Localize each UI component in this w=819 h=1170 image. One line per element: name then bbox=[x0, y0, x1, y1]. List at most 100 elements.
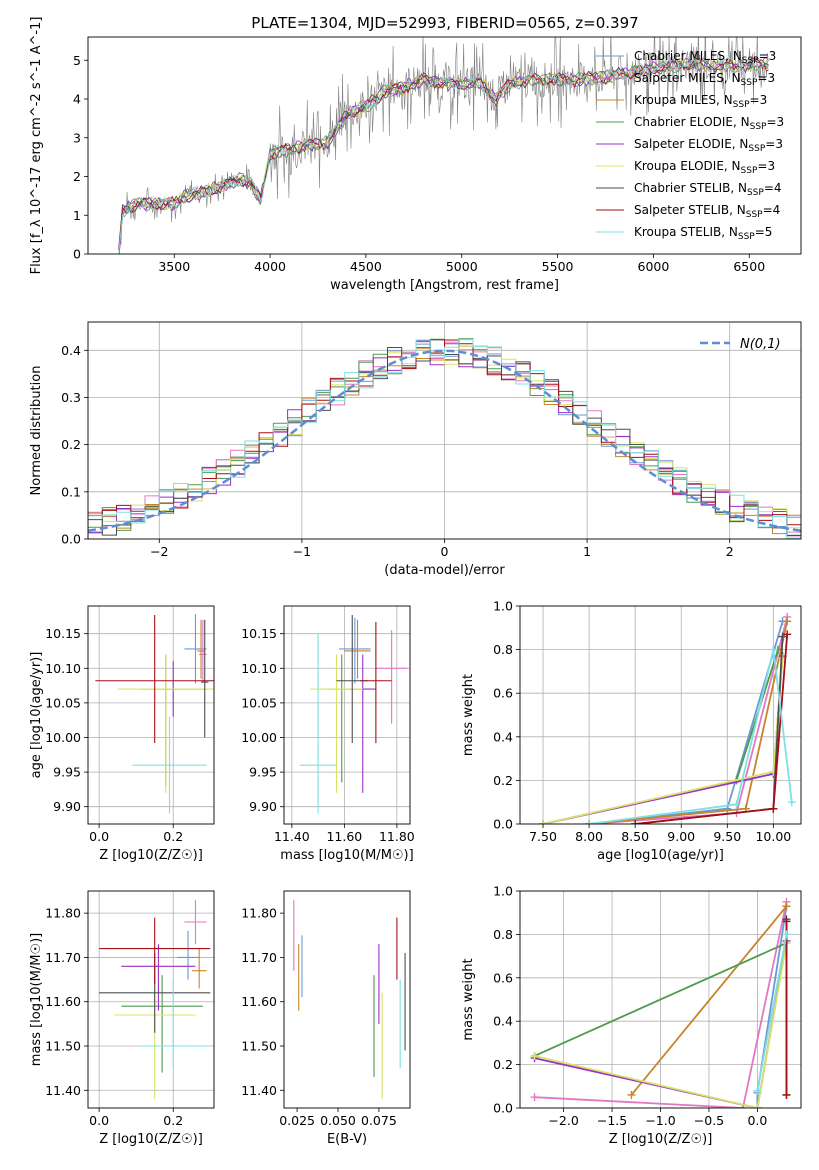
y-tick-label: 0 bbox=[73, 247, 81, 262]
y-tick-label: 2 bbox=[73, 169, 81, 184]
y-tick-label: 0.1 bbox=[61, 484, 81, 499]
y-tick-label: 4 bbox=[73, 92, 81, 107]
weight-marker bbox=[530, 1093, 539, 1102]
weight-marker bbox=[783, 630, 792, 639]
legend-label: Kroupa ELODIE, NSSP=3 bbox=[634, 159, 775, 176]
figure-title: PLATE=1304, MJD=52993, FIBERID=0565, z=0… bbox=[251, 14, 638, 32]
legend-label: Chabrier ELODIE, NSSP=3 bbox=[634, 115, 784, 132]
weight-line-2 bbox=[630, 905, 788, 1096]
y-tick-label: 10.10 bbox=[45, 661, 81, 676]
axes-frame bbox=[519, 890, 802, 1109]
weight-marker bbox=[769, 645, 778, 654]
weight-marker bbox=[530, 1051, 539, 1060]
x-tick-label: 8.00 bbox=[575, 829, 603, 844]
histogram-step-8 bbox=[88, 339, 801, 539]
y-tick-label: 11.80 bbox=[241, 906, 277, 921]
x-axis-label: wavelength [Angstrom, rest frame] bbox=[330, 278, 559, 293]
x-tick-label: 5000 bbox=[446, 259, 478, 274]
weight-line-7 bbox=[635, 634, 789, 824]
panel-age-vs-mass: 11.40 11.60 11.80 9.90 9.95 10.00 10.05 10.10 10… bbox=[241, 605, 415, 863]
axes-frame bbox=[87, 605, 215, 825]
plot-area bbox=[88, 322, 801, 539]
axes-frame bbox=[87, 36, 802, 255]
legend-label: Salpeter STELIB, NSSP=4 bbox=[634, 203, 780, 220]
y-tick-label: 0.8 bbox=[493, 642, 513, 657]
plot-area bbox=[520, 891, 801, 1108]
x-tick-label: −2 bbox=[150, 544, 168, 559]
weight-marker bbox=[631, 820, 640, 824]
x-tick-label: 11.40 bbox=[274, 829, 310, 844]
x-tick-label: 11.80 bbox=[379, 829, 415, 844]
weight-marker bbox=[769, 804, 778, 813]
panel-mass-vs-Z: 0.0 0.2 11.40 11.50 11.60 11.70 11.80 Z [log10(… bbox=[29, 890, 215, 1147]
x-tick-label: −1 bbox=[293, 544, 311, 559]
y-tick-label: 10.05 bbox=[45, 695, 81, 710]
x-axis-label: Z [log10(Z/Z☉)] bbox=[609, 1132, 713, 1147]
x-tick-label: 1 bbox=[583, 544, 591, 559]
x-tick-label: 8.50 bbox=[621, 829, 649, 844]
model-line-8 bbox=[118, 57, 769, 254]
axes-frame bbox=[283, 890, 411, 1109]
weight-line-3 bbox=[534, 942, 787, 1057]
y-tick-label: 9.95 bbox=[53, 765, 81, 780]
y-tick-label: 10.15 bbox=[241, 626, 277, 641]
x-axis-label: age [log10(age/yr)] bbox=[597, 848, 724, 863]
y-tick-label: 11.40 bbox=[241, 1083, 277, 1098]
y-tick-label: 10.00 bbox=[241, 730, 277, 745]
plot-area bbox=[88, 606, 214, 824]
x-tick-label: 0.050 bbox=[320, 1113, 356, 1128]
y-tick-label: 0.2 bbox=[493, 1057, 513, 1072]
x-tick-label: 7.50 bbox=[529, 829, 557, 844]
axes-frame bbox=[87, 321, 802, 540]
y-tick-label: 0.0 bbox=[493, 1101, 513, 1116]
x-tick-label: 4500 bbox=[350, 259, 382, 274]
panel-residuals: −2 −1 0 1 2 0.0 0.1 0.2 0.3 0.4 (data-model)/error… bbox=[29, 321, 802, 578]
weight-marker bbox=[778, 632, 787, 641]
y-tick-label: 0.0 bbox=[493, 817, 513, 832]
y-axis-label: age [log10(age/yr)] bbox=[29, 652, 44, 779]
x-tick-label: −2.0 bbox=[548, 1113, 578, 1128]
panel-mass-vs-EBV: 0.025 0.050 0.075 11.40 11.50 11.60 11.70 11.80… bbox=[241, 890, 411, 1147]
normal-curve bbox=[88, 349, 801, 532]
panel-age-vs-Z: 0.0 0.2 9.90 9.95 10.00 10.05 10.10 10.15 Z [log… bbox=[29, 605, 215, 863]
x-tick-label: 4000 bbox=[254, 259, 286, 274]
y-axis-label: Normed distribution bbox=[29, 366, 44, 496]
x-axis-label: E(B-V) bbox=[327, 1132, 367, 1147]
y-tick-label: 11.60 bbox=[45, 994, 81, 1009]
y-tick-label: 0.3 bbox=[61, 390, 81, 405]
x-tick-label: 0.075 bbox=[361, 1113, 397, 1128]
model-line-4 bbox=[118, 57, 769, 254]
weight-line-2 bbox=[589, 621, 789, 824]
plot-area bbox=[293, 899, 406, 1100]
weight-marker bbox=[782, 917, 791, 926]
x-tick-label: 3500 bbox=[158, 259, 190, 274]
plot-area bbox=[88, 891, 214, 1108]
y-tick-label: 9.90 bbox=[53, 799, 81, 814]
axes-frame bbox=[283, 605, 411, 825]
x-tick-label: 0.2 bbox=[163, 829, 183, 844]
weight-marker bbox=[782, 1090, 791, 1099]
x-tick-label: 11.60 bbox=[326, 829, 362, 844]
weight-line-8 bbox=[756, 934, 788, 1091]
model-line-7 bbox=[118, 57, 769, 250]
x-axis-label: Z [log10(Z/Z☉)] bbox=[99, 1132, 203, 1147]
y-tick-label: 0.2 bbox=[61, 437, 81, 452]
x-tick-label: 0.0 bbox=[89, 1113, 109, 1128]
weight-line-1 bbox=[534, 901, 788, 1108]
y-tick-label: 11.50 bbox=[241, 1039, 277, 1054]
y-tick-label: 0.4 bbox=[61, 343, 81, 358]
y-tick-label: 1.0 bbox=[493, 884, 513, 899]
y-tick-label: 11.70 bbox=[45, 950, 81, 965]
y-tick-label: 0.0 bbox=[61, 532, 81, 547]
x-tick-label: 0.025 bbox=[279, 1113, 315, 1128]
y-tick-label: 11.40 bbox=[45, 1083, 81, 1098]
weight-marker bbox=[787, 798, 796, 807]
weight-marker bbox=[753, 1086, 762, 1095]
y-tick-label: 11.60 bbox=[241, 994, 277, 1009]
x-tick-label: 10.00 bbox=[755, 829, 791, 844]
x-tick-label: 6500 bbox=[733, 259, 765, 274]
weight-marker bbox=[732, 800, 741, 809]
plot-area bbox=[520, 606, 801, 824]
y-axis-label: mass weight bbox=[461, 674, 476, 756]
